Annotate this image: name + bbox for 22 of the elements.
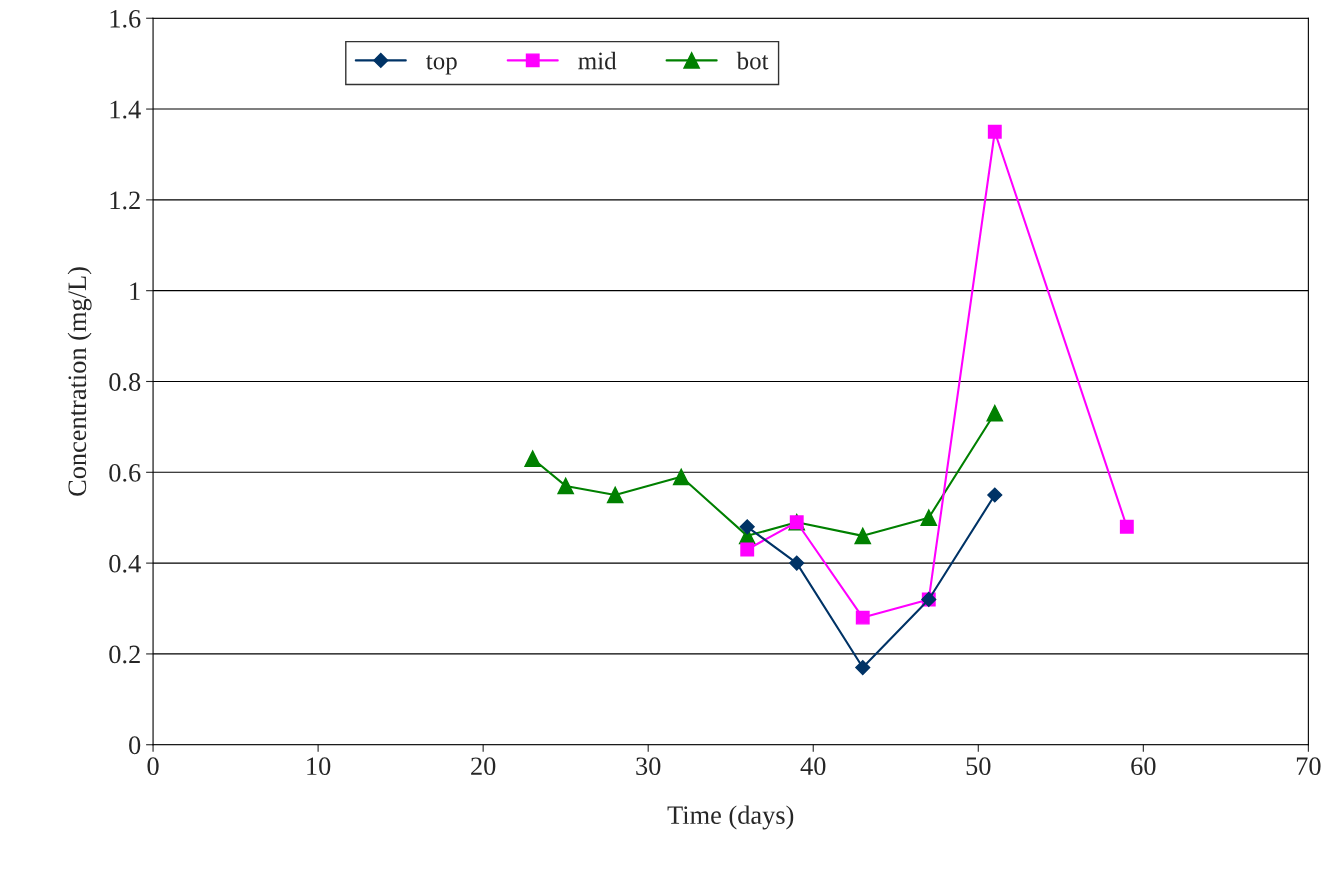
x-tick-label: 30 — [636, 757, 661, 776]
legend-label: top — [426, 55, 457, 75]
y-tick-label: 1.4 — [110, 100, 141, 119]
y-axis-title: Concentration (mg/L) — [67, 267, 92, 496]
x-tick-label: 70 — [1296, 757, 1321, 776]
x-tick-label: 20 — [471, 757, 496, 776]
legend-label: mid — [578, 51, 617, 70]
y-tick-label: 1.6 — [110, 9, 141, 28]
x-axis-title: Time (days) — [667, 805, 794, 830]
y-tick-label: 1.2 — [110, 191, 140, 210]
x-tick-label: 40 — [800, 757, 826, 776]
x-tick-label: 10 — [307, 757, 331, 776]
y-tick-label: 1 — [130, 282, 140, 300]
y-tick-label: 0 — [129, 736, 141, 755]
x-tick-label: 50 — [966, 757, 991, 776]
x-tick-label: 60 — [1131, 757, 1156, 776]
y-tick-label: 0.4 — [109, 554, 141, 573]
y-tick-label: 0.8 — [109, 373, 141, 392]
y-tick-label: 0.6 — [109, 463, 141, 482]
legend-label: bot — [736, 51, 769, 70]
y-tick-label: 0.2 — [109, 645, 140, 664]
x-tick-label: 0 — [147, 757, 159, 776]
